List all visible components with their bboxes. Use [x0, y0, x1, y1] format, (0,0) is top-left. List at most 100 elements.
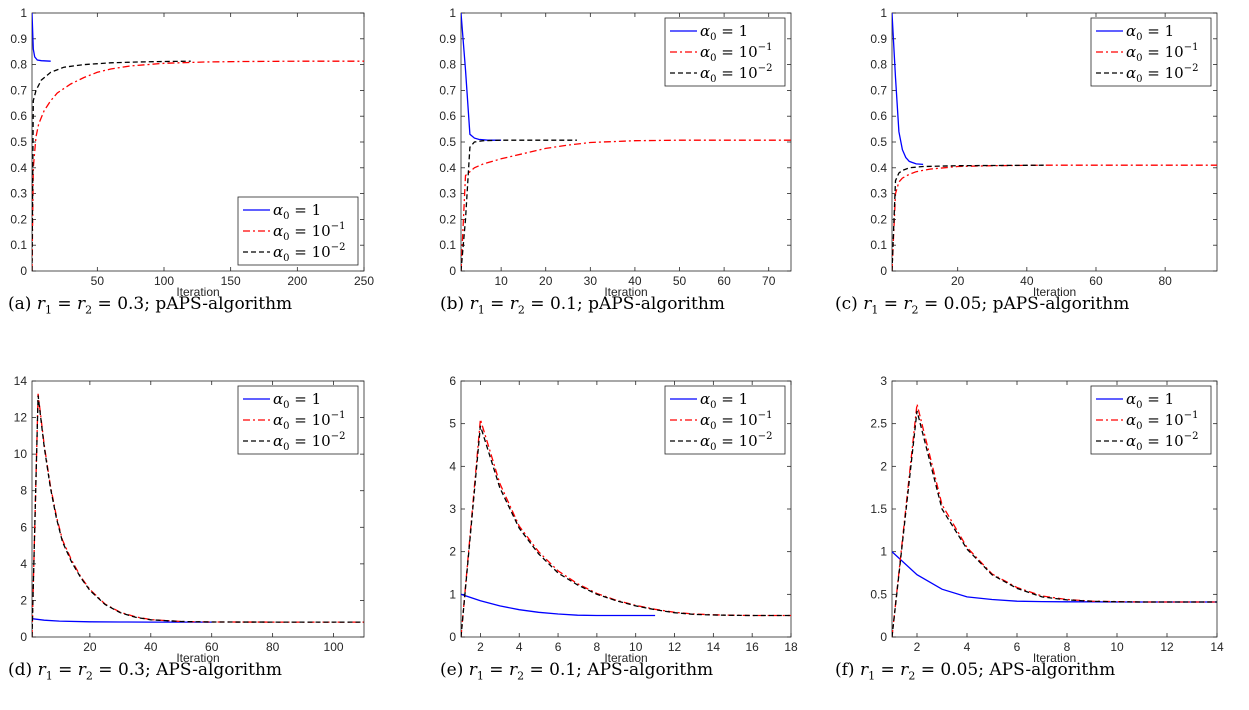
panel-caption: (c) r1 = r2 = 0.05; pAPS-algorithm: [835, 294, 1130, 317]
legend-entry: α0 = 10−1: [1126, 42, 1198, 64]
y-tick-label: 0.8: [870, 58, 887, 72]
legend: α0 = 1α0 = 10−1α0 = 10−2: [1090, 17, 1212, 87]
y-tick-label: 0.4: [10, 161, 27, 175]
panel-caption: (b) r1 = r2 = 0.1; pAPS-algorithm: [440, 294, 725, 317]
legend-entry: α0 = 10−1: [273, 221, 345, 243]
x-axis-title: Iteration: [1033, 651, 1076, 665]
x-tick-label: 60: [717, 274, 731, 288]
x-tick-label: 2: [477, 640, 484, 654]
legend: α0 = 1α0 = 10−1α0 = 10−2: [664, 385, 786, 455]
x-tick-label: 2: [914, 640, 921, 654]
y-tick-label: 0.9: [10, 32, 27, 46]
y-tick-label: 0.4: [870, 161, 887, 175]
panel-caption: (e) r1 = r2 = 0.1; APS-algorithm: [440, 660, 714, 683]
y-tick-label: 0: [449, 264, 456, 278]
x-tick-label: 60: [205, 640, 219, 654]
legend-entry: α0 = 1: [273, 201, 321, 222]
y-tick-label: 0.2: [439, 212, 456, 226]
x-tick-label: 12: [668, 640, 682, 654]
y-tick-label: 0.5: [439, 135, 456, 149]
x-tick-label: 80: [266, 640, 280, 654]
x-tick-label: 70: [762, 274, 776, 288]
y-tick-label: 0.3: [10, 187, 27, 201]
legend-entry: α0 = 1: [1126, 22, 1174, 43]
y-tick-label: 0.2: [10, 212, 27, 226]
y-tick-label: 6: [20, 520, 27, 534]
y-tick-label: 14: [14, 374, 28, 388]
y-tick-label: 1: [880, 6, 887, 20]
x-tick-label: 10: [629, 640, 643, 654]
y-tick-label: 1: [20, 6, 27, 20]
x-tick-label: 40: [144, 640, 158, 654]
x-axis-title: Iteration: [1033, 285, 1076, 299]
x-tick-label: 50: [673, 274, 687, 288]
x-tick-label: 14: [707, 640, 721, 654]
x-tick-label: 80: [1158, 274, 1172, 288]
y-tick-label: 2: [20, 593, 27, 607]
y-tick-label: 0.6: [870, 109, 887, 123]
x-tick-label: 6: [555, 640, 562, 654]
y-tick-label: 10: [14, 447, 28, 461]
y-tick-label: 0: [449, 630, 456, 644]
y-tick-label: 0: [880, 264, 887, 278]
x-tick-label: 10: [494, 274, 508, 288]
y-tick-label: 1.5: [870, 502, 887, 516]
panel-caption: (d) r1 = r2 = 0.3; APS-algorithm: [8, 660, 283, 683]
series-line-2: [461, 425, 791, 637]
legend-entry: α0 = 10−2: [1126, 63, 1198, 85]
y-tick-label: 8: [20, 484, 27, 498]
x-tick-label: 8: [594, 640, 601, 654]
x-axis-title: Iteration: [604, 285, 647, 299]
y-tick-label: 0.5: [870, 587, 887, 601]
y-tick-label: 0.4: [439, 161, 456, 175]
panel-caption: (a) r1 = r2 = 0.3; pAPS-algorithm: [8, 294, 293, 317]
y-tick-label: 0.5: [870, 135, 887, 149]
y-tick-label: 0.6: [439, 109, 456, 123]
x-tick-label: 4: [964, 640, 971, 654]
y-tick-label: 0.3: [870, 187, 887, 201]
y-tick-label: 3: [880, 374, 887, 388]
panel-caption: (f) r1 = r2 = 0.05; APS-algorithm: [835, 660, 1116, 683]
y-tick-label: 3: [449, 502, 456, 516]
y-tick-label: 0.5: [10, 135, 27, 149]
y-tick-label: 0.1: [10, 238, 27, 252]
x-tick-label: 14: [1210, 640, 1224, 654]
y-tick-label: 0.8: [10, 58, 27, 72]
x-tick-label: 10: [1110, 640, 1124, 654]
series-line-0: [892, 551, 1217, 603]
x-tick-label: 60: [1089, 274, 1103, 288]
x-tick-label: 20: [83, 640, 97, 654]
legend-entry: α0 = 1: [1126, 390, 1174, 411]
series-line-2: [892, 164, 1045, 271]
y-tick-label: 0.2: [870, 212, 887, 226]
x-axis-title: Iteration: [176, 651, 219, 665]
series-line-0: [892, 13, 924, 166]
x-tick-label: 250: [354, 274, 374, 288]
x-tick-label: 50: [91, 274, 105, 288]
y-tick-label: 0.9: [870, 32, 887, 46]
y-tick-label: 0: [20, 630, 27, 644]
x-tick-label: 30: [584, 274, 598, 288]
y-tick-label: 0.6: [10, 109, 27, 123]
legend-entry: α0 = 10−2: [700, 431, 772, 453]
series-line-2: [32, 60, 191, 271]
x-tick-label: 20: [951, 274, 965, 288]
legend-entry: α0 = 10−1: [1126, 410, 1198, 432]
legend-entry: α0 = 1: [273, 390, 321, 411]
x-tick-label: 100: [154, 274, 174, 288]
legend-entry: α0 = 1: [700, 390, 748, 411]
legend-entry: α0 = 10−1: [700, 42, 772, 64]
y-tick-label: 5: [449, 417, 456, 431]
x-tick-label: 12: [1160, 640, 1174, 654]
y-tick-label: 2: [449, 545, 456, 559]
legend-entry: α0 = 10−2: [1126, 431, 1198, 453]
legend-entry: α0 = 1: [700, 22, 748, 43]
x-tick-label: 150: [221, 274, 241, 288]
x-tick-label: 40: [628, 274, 642, 288]
series-line-0: [461, 593, 656, 617]
series-line-1: [32, 60, 364, 271]
